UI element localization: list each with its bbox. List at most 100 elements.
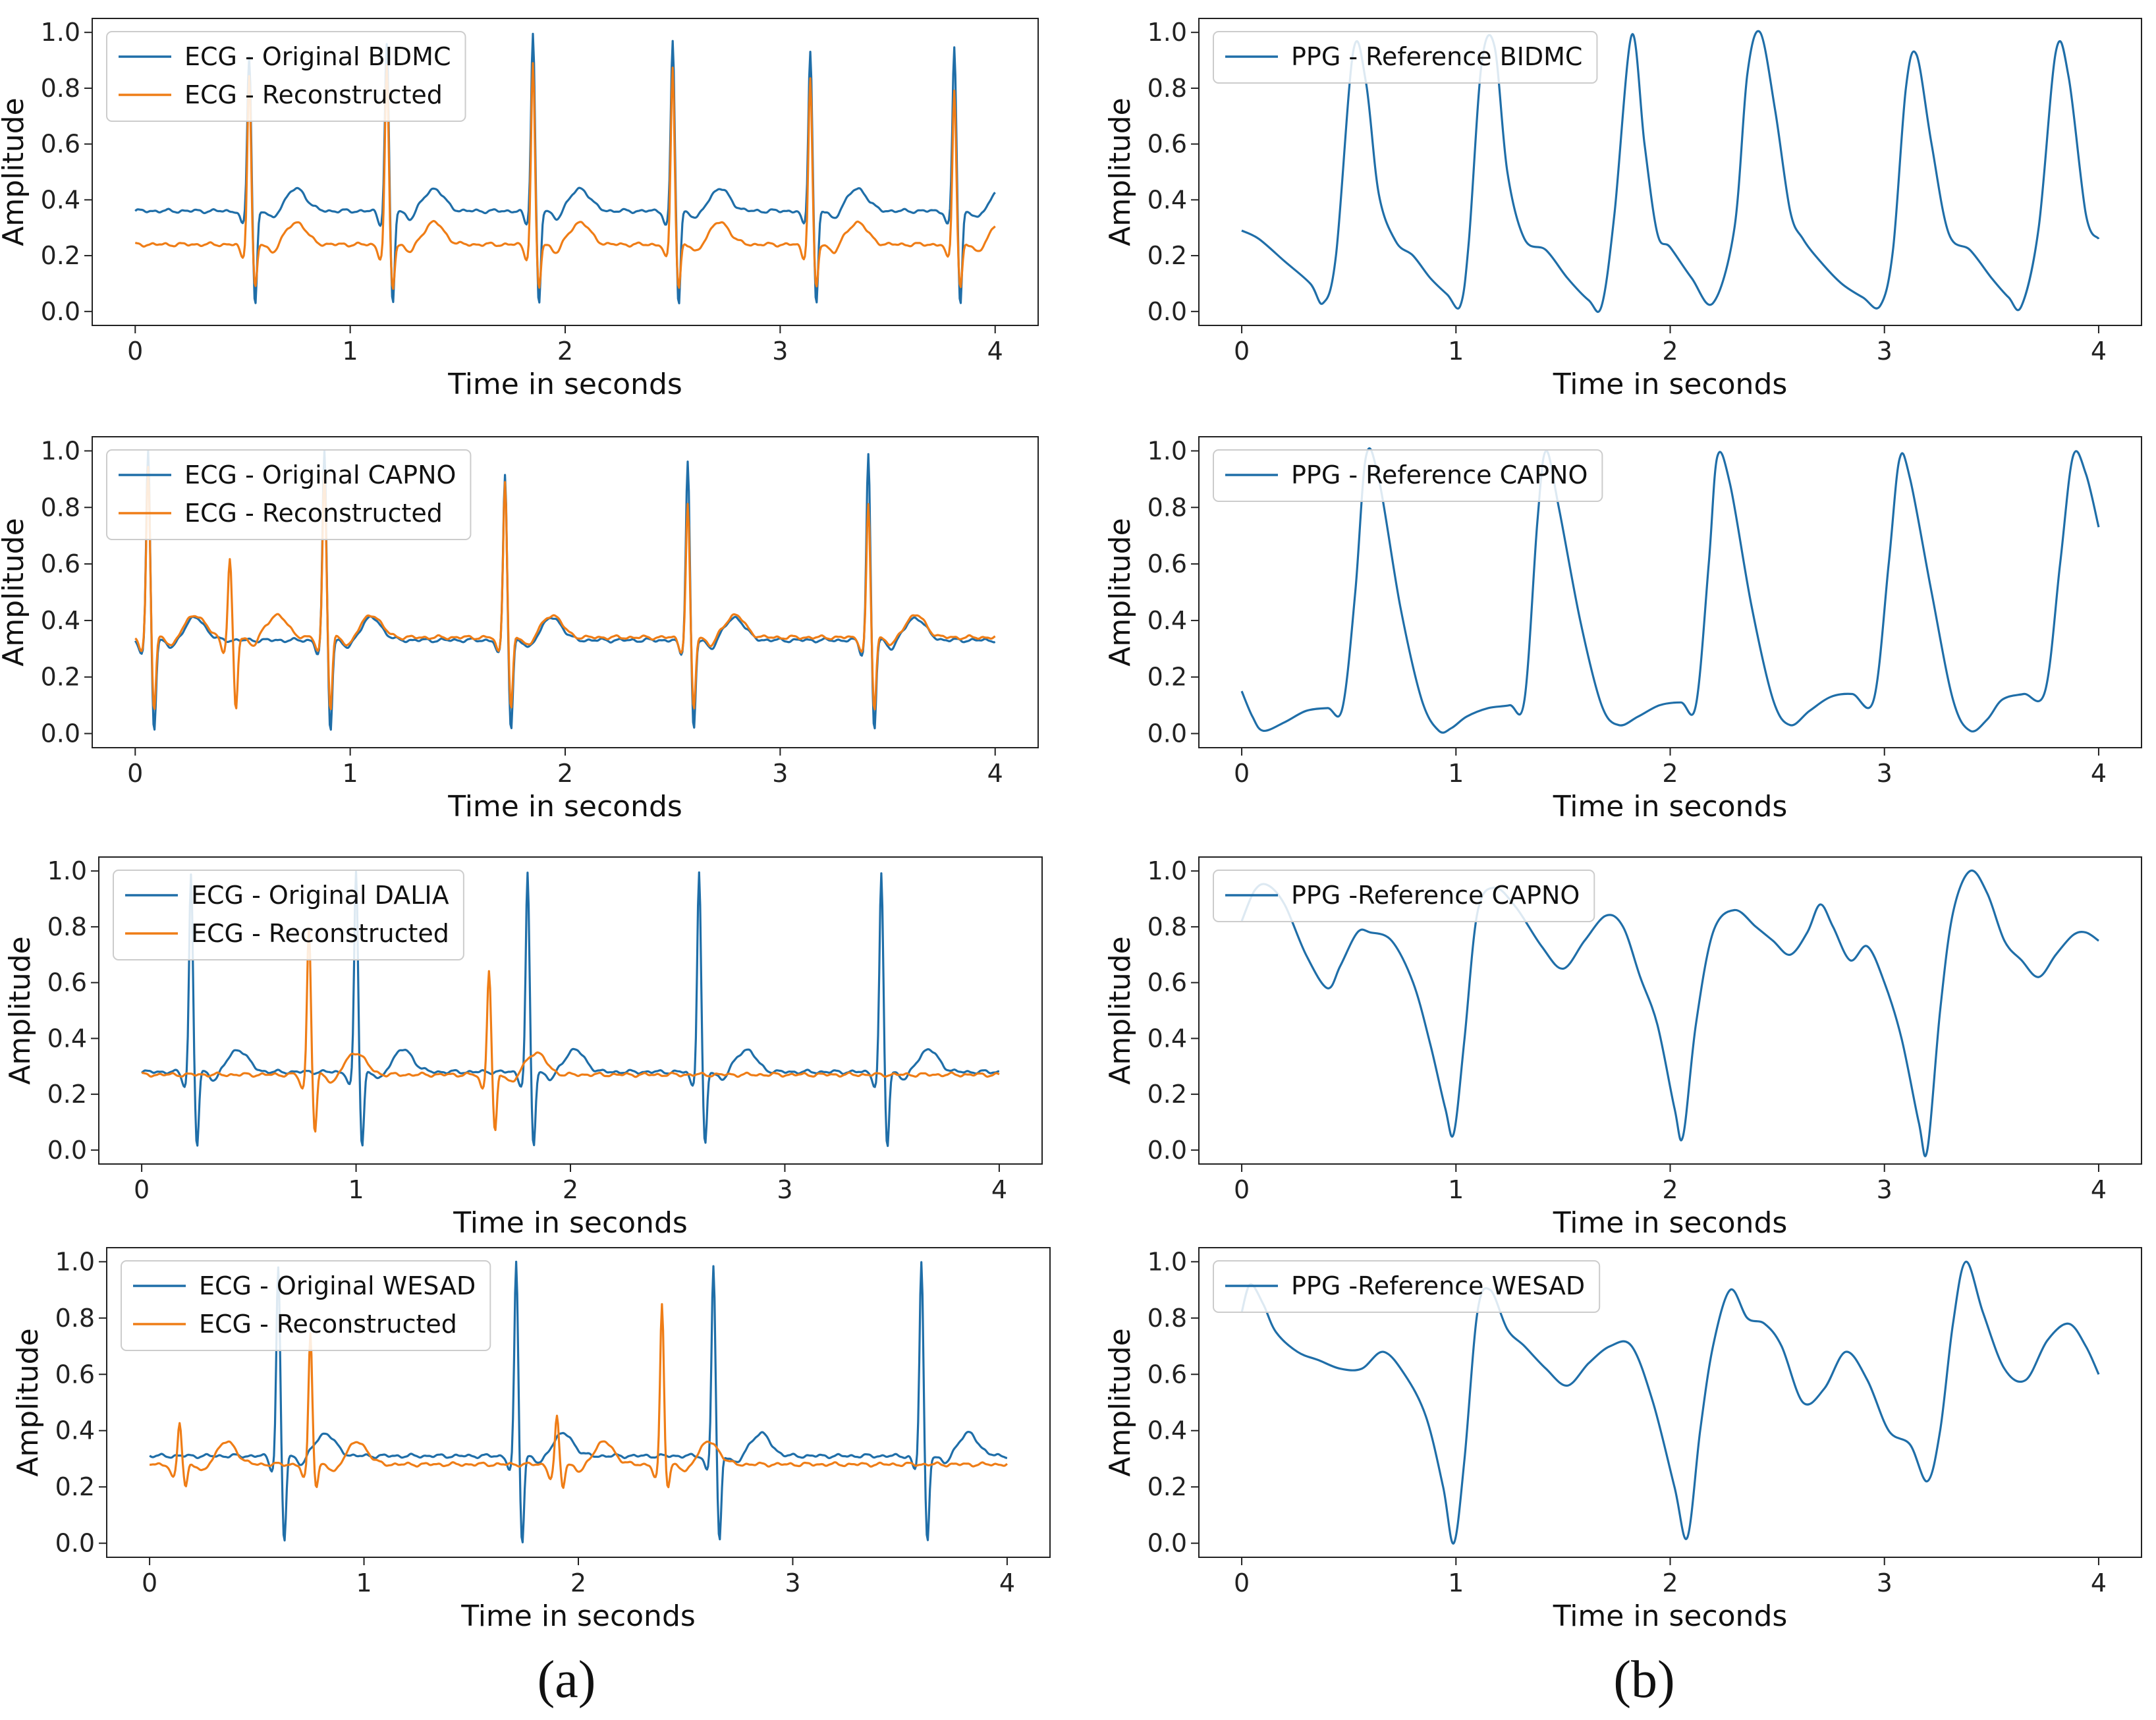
x-tick-label: 2 [1662, 337, 1678, 366]
series-line-ecg-reconstructed [134, 466, 996, 711]
legend-box [106, 31, 466, 122]
series-group [134, 449, 996, 731]
series-line-ecg-reconstructed [134, 62, 996, 291]
series-line-ecg-original-capno [134, 449, 996, 731]
legend-entry: ECG - Original WESAD [199, 1271, 476, 1300]
legend: ECG - Original BIDMC ECG - Reconstructed [106, 31, 466, 122]
x-tick-label: 2 [1662, 1175, 1678, 1204]
chart-ecg-bidmc: 0 1 2 3 4 0.0 0.2 0.4 0.6 0.8 1.0 Time in seconds Am… [0, 18, 1039, 401]
y-tick-label: 1.0 [41, 18, 80, 47]
y-tick-label: 0.0 [1147, 1529, 1187, 1558]
x-tick-label: 0 [1234, 337, 1250, 366]
series-line-ecg-original-bidmc [134, 32, 996, 304]
y-tick-label: 1.0 [41, 436, 80, 465]
series-group [141, 870, 1000, 1148]
legend-entry: ECG - Original BIDMC [184, 42, 451, 71]
y-tick-label: 0.2 [47, 1080, 87, 1109]
y-tick-label: 1.0 [1147, 1247, 1187, 1276]
legend-entry: PPG - Reference BIDMC [1291, 42, 1582, 71]
y-tick-label: 0.2 [55, 1472, 95, 1501]
y-axis-label: Amplitude [0, 518, 30, 666]
x-tick-label: 2 [563, 1175, 578, 1204]
x-tick-label: 0 [127, 759, 143, 788]
y-tick-label: 0.2 [1147, 1472, 1187, 1501]
series-group [1240, 869, 2099, 1157]
x-tick-label: 3 [1877, 337, 1893, 366]
panel-label-a: (a) [538, 1651, 596, 1709]
y-tick-label: 0.0 [1147, 719, 1187, 748]
y-tick-label: 0.6 [1147, 1360, 1187, 1389]
x-tick-label: 4 [987, 337, 1003, 366]
x-tick-label: 1 [1448, 759, 1464, 788]
y-tick-label: 1.0 [1147, 436, 1187, 465]
y-tick-label: 1.0 [47, 856, 87, 885]
y-axis-label: Amplitude [1103, 1328, 1137, 1476]
x-tick-label: 4 [987, 759, 1003, 788]
chart-ppg-capno-2: 0 1 2 3 4 0.0 0.2 0.4 0.6 0.8 1.0 Time in seconds Am… [1103, 856, 2142, 1240]
x-tick-label: 4 [2091, 337, 2107, 366]
legend-entry: ECG - Reconstructed [184, 499, 443, 528]
x-tick-label: 1 [343, 337, 358, 366]
legend-entry: ECG - Reconstructed [199, 1310, 457, 1339]
series-line-ecg-original-dalia [141, 870, 1000, 1148]
series-group [134, 32, 996, 304]
x-axis-label: Time in seconds [1553, 790, 1788, 823]
x-tick-label: 4 [2091, 759, 2107, 788]
series-group [1240, 1260, 2100, 1545]
chart-ppg-capno: 0 1 2 3 4 0.0 0.2 0.4 0.6 0.8 1.0 Time in seconds Am… [1103, 436, 2142, 823]
legend-entry: ECG - Reconstructed [191, 919, 449, 948]
y-tick-label: 0.2 [41, 663, 80, 692]
y-tick-label: 0.0 [1147, 1136, 1187, 1165]
x-tick-label: 3 [772, 759, 788, 788]
series-group [1241, 30, 2100, 313]
x-axis-label: Time in seconds [447, 368, 682, 401]
y-tick-label: 0.4 [55, 1416, 95, 1445]
legend-entry: PPG - Reference CAPNO [1291, 460, 1588, 489]
y-tick-label: 0.4 [41, 606, 80, 635]
legend-entry: ECG - Reconstructed [184, 80, 443, 109]
x-axis-label: Time in seconds [1553, 1206, 1788, 1240]
y-tick-label: 0.4 [47, 1024, 87, 1053]
y-tick-label: 0.4 [1147, 606, 1187, 635]
y-tick-label: 0.4 [41, 185, 80, 214]
y-axis-label: Amplitude [1103, 936, 1137, 1084]
series-group [149, 1260, 1008, 1543]
x-tick-label: 3 [1877, 759, 1893, 788]
y-tick-label: 0.6 [1147, 130, 1187, 159]
legend-entry: PPG -Reference WESAD [1291, 1271, 1585, 1300]
y-axis-label: Amplitude [11, 1328, 45, 1476]
y-tick-label: 1.0 [55, 1247, 95, 1276]
y-tick-label: 0.2 [1147, 1080, 1187, 1109]
chart-ppg-wesad: 0 1 2 3 4 0.0 0.2 0.4 0.6 0.8 1.0 Time in seconds Am… [1103, 1247, 2142, 1633]
y-tick-label: 0.0 [41, 719, 80, 748]
x-axis-label: Time in seconds [460, 1599, 696, 1633]
y-tick-label: 0.8 [1147, 74, 1187, 103]
x-tick-label: 1 [1448, 337, 1464, 366]
legend-box [1213, 870, 1595, 922]
legend-box [113, 870, 464, 960]
series-line-ecg-reconstructed [149, 1303, 1008, 1489]
legend: ECG - Original WESAD ECG - Reconstructed [121, 1260, 491, 1351]
legend: PPG - Reference CAPNO [1213, 449, 1603, 502]
x-tick-label: 2 [557, 337, 573, 366]
x-tick-label: 1 [343, 759, 358, 788]
x-tick-label: 1 [348, 1175, 364, 1204]
chart-ppg-bidmc: 0 1 2 3 4 0.0 0.2 0.4 0.6 0.8 1.0 Time in seconds Am… [1103, 18, 2142, 401]
x-tick-label: 2 [1662, 759, 1678, 788]
y-tick-label: 0.2 [1147, 241, 1187, 270]
x-tick-label: 3 [785, 1568, 800, 1597]
x-tick-label: 0 [1234, 1175, 1250, 1204]
y-tick-label: 0.2 [41, 241, 80, 270]
legend: ECG - Original CAPNO ECG - Reconstructed [106, 449, 472, 540]
x-tick-label: 2 [1662, 1568, 1678, 1597]
y-axis-label: Amplitude [1103, 518, 1137, 666]
y-tick-label: 0.2 [1147, 663, 1187, 692]
x-tick-label: 2 [557, 759, 573, 788]
y-axis-label: Amplitude [0, 97, 30, 246]
x-tick-label: 1 [356, 1568, 372, 1597]
legend-box [106, 449, 472, 540]
y-tick-label: 0.6 [1147, 549, 1187, 578]
y-tick-label: 0.4 [1147, 1024, 1187, 1053]
legend-box [1213, 31, 1598, 84]
y-tick-label: 1.0 [1147, 18, 1187, 47]
